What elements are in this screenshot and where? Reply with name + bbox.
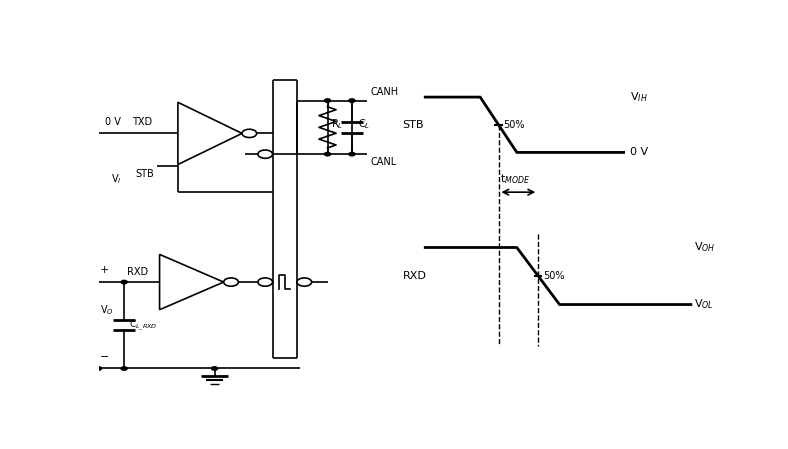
Text: V$_{OL}$: V$_{OL}$ bbox=[694, 298, 714, 312]
Circle shape bbox=[121, 367, 127, 370]
Text: R$_L$: R$_L$ bbox=[331, 117, 344, 131]
Text: V$_{OH}$: V$_{OH}$ bbox=[694, 241, 716, 255]
Text: −: − bbox=[100, 352, 109, 361]
Circle shape bbox=[211, 367, 217, 370]
Circle shape bbox=[349, 152, 355, 156]
Text: RXD: RXD bbox=[127, 267, 148, 277]
Text: V$_{IH}$: V$_{IH}$ bbox=[630, 90, 648, 104]
Text: 50%: 50% bbox=[543, 271, 564, 281]
Text: CANH: CANH bbox=[370, 87, 399, 97]
Text: STB: STB bbox=[136, 169, 154, 179]
Text: RXD: RXD bbox=[403, 271, 426, 281]
Text: C$_L$: C$_L$ bbox=[358, 117, 370, 131]
Text: STB: STB bbox=[403, 120, 424, 130]
Text: C$_{L\_RXD}$: C$_{L\_RXD}$ bbox=[129, 318, 158, 333]
Circle shape bbox=[258, 278, 273, 286]
Text: TXD: TXD bbox=[132, 117, 152, 127]
Text: t$_{MODE}$: t$_{MODE}$ bbox=[500, 172, 530, 186]
Text: 0 V: 0 V bbox=[630, 147, 648, 158]
Text: 0 V: 0 V bbox=[105, 117, 121, 127]
Text: 50%: 50% bbox=[504, 120, 525, 130]
Circle shape bbox=[325, 99, 331, 102]
Circle shape bbox=[121, 280, 127, 284]
Circle shape bbox=[95, 367, 102, 370]
Text: V$_O$: V$_O$ bbox=[100, 303, 113, 317]
Circle shape bbox=[297, 278, 311, 286]
Circle shape bbox=[258, 150, 273, 158]
Circle shape bbox=[224, 278, 238, 286]
Text: V$_I$: V$_I$ bbox=[110, 172, 121, 186]
Circle shape bbox=[349, 99, 355, 102]
Text: +: + bbox=[100, 265, 109, 275]
Text: CANL: CANL bbox=[370, 157, 396, 167]
Circle shape bbox=[325, 152, 331, 156]
Circle shape bbox=[242, 129, 257, 137]
